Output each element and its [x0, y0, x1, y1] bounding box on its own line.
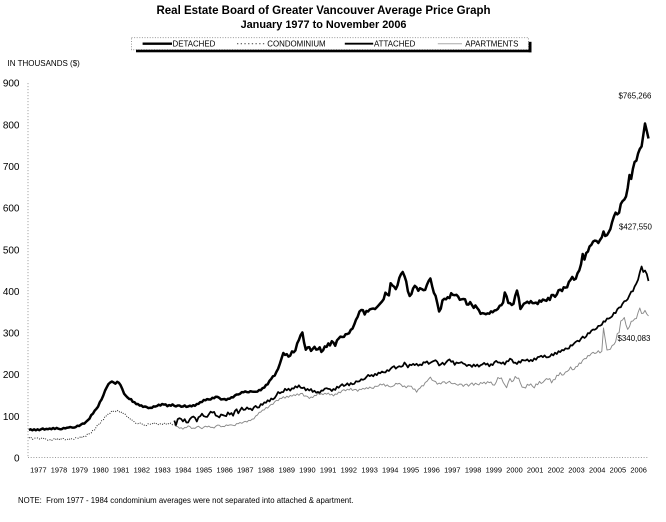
svg-text:$427,550: $427,550: [619, 223, 653, 232]
svg-text:NOTE: From 1977 - 1984 condom: NOTE: From 1977 - 1984 condominium avera…: [18, 496, 353, 505]
svg-text:2006: 2006: [630, 465, 646, 474]
svg-text:1999: 1999: [486, 465, 502, 474]
svg-text:$765,266: $765,266: [619, 92, 653, 101]
svg-text:1989: 1989: [279, 465, 295, 474]
svg-text:IN THOUSANDS ($): IN THOUSANDS ($): [8, 59, 81, 68]
svg-text:1977: 1977: [30, 465, 46, 474]
svg-text:1995: 1995: [403, 465, 419, 474]
svg-text:1993: 1993: [361, 465, 377, 474]
svg-text:ATTACHED: ATTACHED: [374, 40, 416, 49]
svg-text:DETACHED: DETACHED: [173, 40, 216, 49]
svg-text:1997: 1997: [444, 465, 460, 474]
svg-text:1978: 1978: [51, 465, 67, 474]
svg-text:$340,083: $340,083: [618, 334, 652, 343]
svg-text:1980: 1980: [92, 465, 108, 474]
svg-text:Real Estate Board of Greater V: Real Estate Board of Greater Vancouver A…: [156, 5, 490, 17]
svg-text:0: 0: [14, 454, 20, 465]
svg-text:1994: 1994: [382, 465, 398, 474]
svg-text:700: 700: [3, 162, 20, 173]
svg-text:600: 600: [3, 204, 20, 215]
svg-text:CONDOMINIUM: CONDOMINIUM: [267, 40, 325, 49]
svg-text:1979: 1979: [72, 465, 88, 474]
svg-text:2001: 2001: [527, 465, 543, 474]
svg-text:100: 100: [3, 412, 20, 423]
svg-text:2000: 2000: [506, 465, 522, 474]
svg-text:1996: 1996: [423, 465, 439, 474]
svg-text:January 1977 to November 2006: January 1977 to November 2006: [241, 19, 407, 31]
svg-text:800: 800: [3, 120, 20, 131]
svg-text:1981: 1981: [113, 465, 129, 474]
svg-text:2002: 2002: [548, 465, 564, 474]
svg-text:1985: 1985: [196, 465, 212, 474]
svg-text:500: 500: [3, 245, 20, 256]
svg-text:900: 900: [3, 79, 20, 90]
svg-text:2004: 2004: [589, 465, 605, 474]
svg-text:1998: 1998: [465, 465, 481, 474]
svg-text:1984: 1984: [175, 465, 191, 474]
svg-text:APARTMENTS: APARTMENTS: [465, 40, 518, 49]
svg-text:400: 400: [3, 287, 20, 298]
svg-text:200: 200: [3, 370, 20, 381]
svg-text:300: 300: [3, 329, 20, 340]
svg-text:1983: 1983: [154, 465, 170, 474]
svg-text:1988: 1988: [258, 465, 274, 474]
svg-text:1986: 1986: [216, 465, 232, 474]
svg-text:1991: 1991: [320, 465, 336, 474]
svg-text:1990: 1990: [299, 465, 315, 474]
svg-text:2005: 2005: [610, 465, 626, 474]
svg-text:1992: 1992: [341, 465, 357, 474]
svg-text:1987: 1987: [237, 465, 253, 474]
svg-text:1982: 1982: [134, 465, 150, 474]
svg-text:2003: 2003: [568, 465, 584, 474]
